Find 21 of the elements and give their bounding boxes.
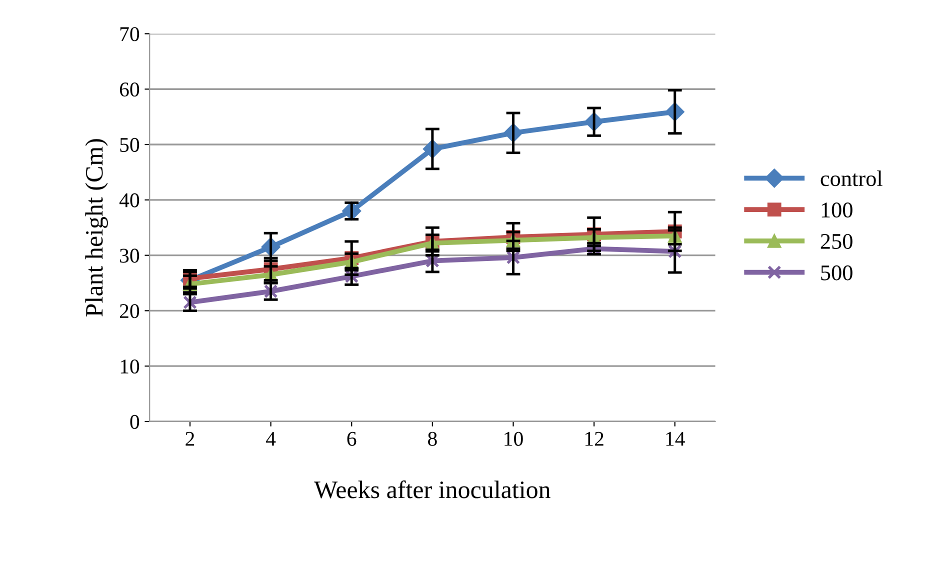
x-tick-label: 8	[428, 432, 437, 446]
y-tick-label: 30	[120, 248, 140, 263]
x-tick-label: 6	[347, 432, 356, 446]
y-tick-label: 10	[120, 359, 140, 374]
x-tick-label: 14	[666, 432, 685, 446]
y-tick-label: 50	[120, 138, 140, 152]
y-axis-title: Plant height (Cm)	[85, 139, 108, 316]
legend-label: 250	[820, 234, 852, 249]
y-tick-label: 40	[119, 193, 140, 208]
legend-label: 100	[822, 202, 852, 218]
x-tick-label: 2	[186, 432, 194, 446]
x-tick-label: 12	[585, 432, 604, 446]
y-tick-label: 0	[130, 414, 140, 429]
x-tick-label: 10	[504, 432, 523, 446]
legend-label: 500	[821, 265, 852, 280]
y-tick-label: 20	[120, 304, 140, 318]
y-tick-label: 60	[120, 82, 140, 97]
x-axis-title: Weeks after inoculation	[314, 480, 550, 498]
x-tick-label: 4	[266, 432, 276, 446]
y-tick-label: 70	[120, 27, 140, 42]
legend-label: control	[820, 170, 882, 186]
